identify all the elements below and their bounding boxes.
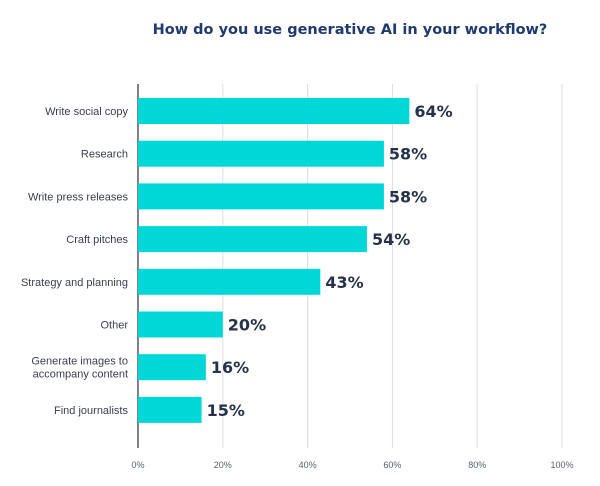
x-tick-label: 0%: [131, 460, 144, 470]
category-label: Craft pitches: [66, 234, 128, 246]
data-label: 43%: [325, 273, 363, 292]
bar: [138, 183, 384, 210]
x-tick-label: 100%: [550, 460, 573, 470]
bar: [138, 396, 202, 423]
bar: [138, 98, 410, 124]
bar: [138, 311, 223, 338]
bar: [138, 268, 321, 295]
data-label: 20%: [228, 316, 266, 335]
data-label: 58%: [389, 145, 427, 164]
x-tick-label: 80%: [468, 460, 486, 470]
data-label: 54%: [372, 230, 410, 249]
bar: [138, 140, 384, 167]
data-label: 58%: [389, 187, 427, 206]
data-label: 16%: [211, 358, 249, 377]
category-label: Research: [81, 149, 128, 161]
x-tick-label: 40%: [299, 460, 317, 470]
gridlines: [137, 84, 563, 448]
bar: [138, 354, 206, 381]
labels: 0% 20% 40% 60% 80% 100% 64% Write social copy 58…: [21, 102, 574, 470]
x-tick-label: 60%: [383, 460, 401, 470]
category-label: Other: [100, 320, 128, 332]
category-label: Find journalists: [54, 405, 128, 417]
bar: [138, 226, 367, 253]
x-tick-label: 20%: [214, 460, 232, 470]
category-label: Generate images to accompany content: [31, 356, 128, 381]
category-label: Write social copy: [45, 106, 128, 118]
category-label: Strategy and planning: [21, 277, 128, 289]
category-label: Write press releases: [28, 191, 129, 203]
data-label: 64%: [414, 102, 452, 121]
bars: [138, 98, 410, 423]
data-label: 15%: [207, 401, 245, 420]
chart-title: How do you use generative AI in your wor…: [152, 22, 548, 38]
